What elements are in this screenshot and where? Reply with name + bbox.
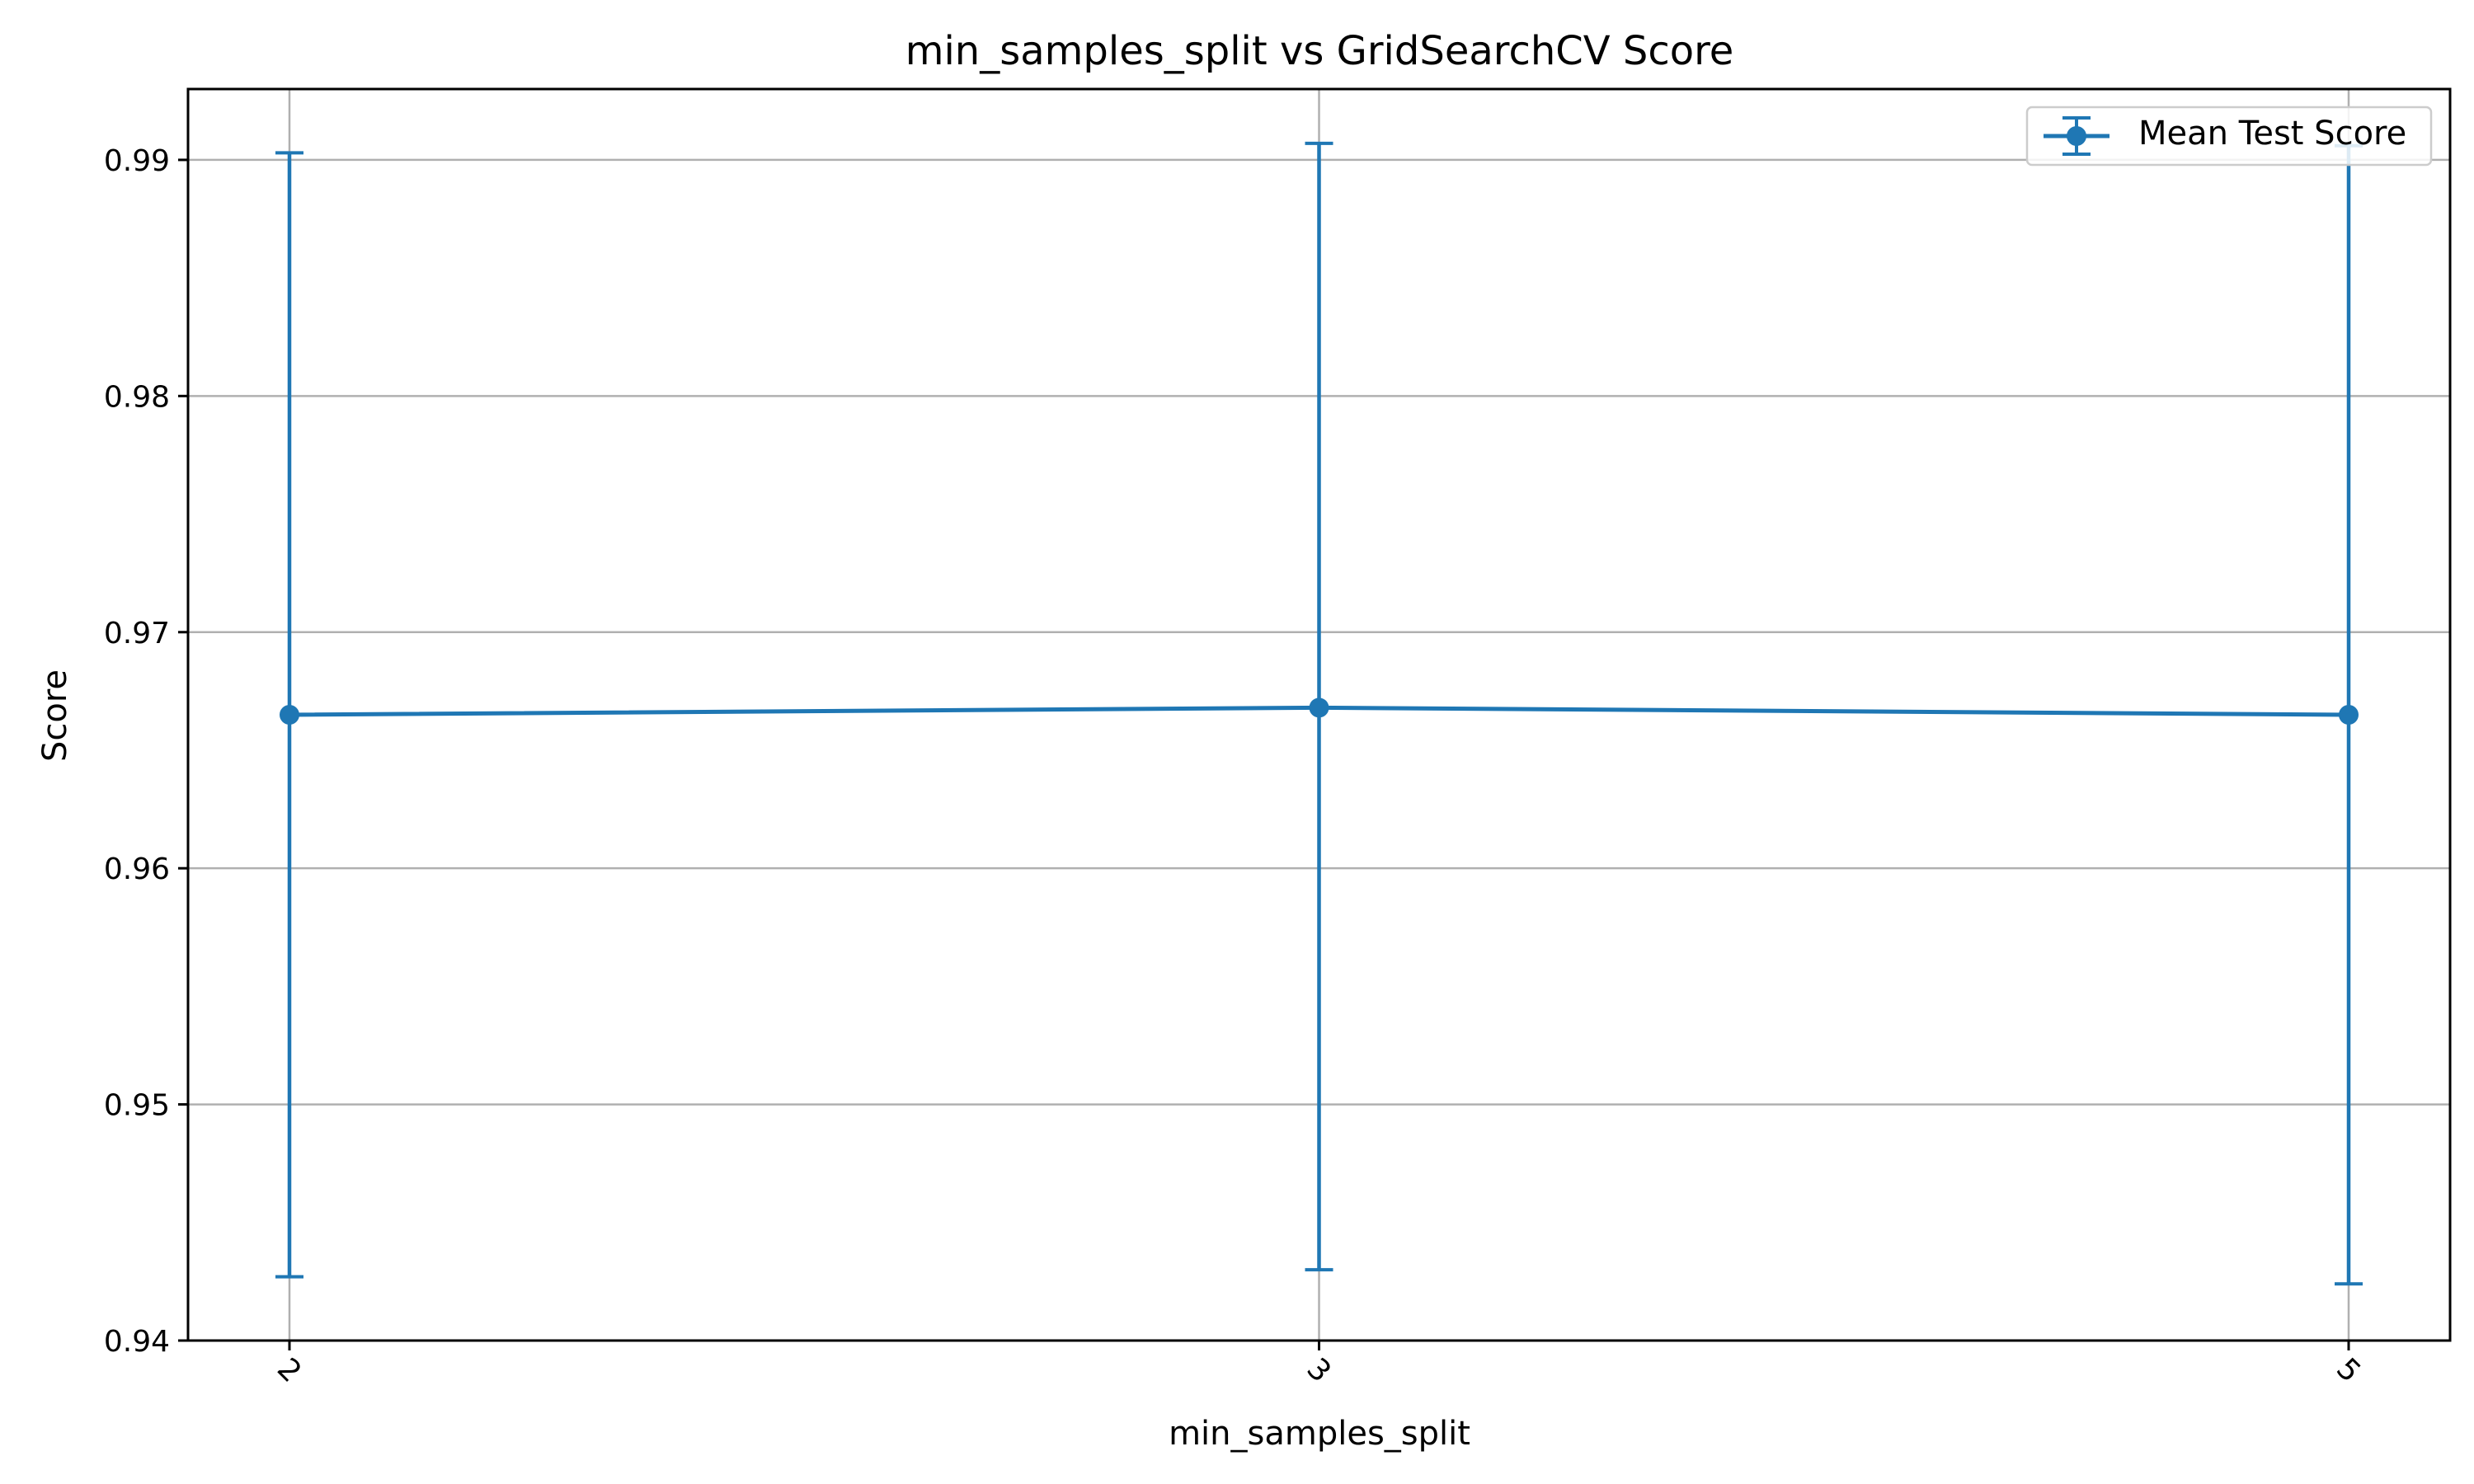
y-tick-label: 0.94: [104, 1325, 170, 1359]
y-tick-label: 0.96: [104, 852, 170, 886]
legend: Mean Test Score: [2025, 106, 2433, 167]
legend-point: [2067, 126, 2086, 146]
legend-box: [2025, 106, 2433, 167]
y-axis-label: Score: [36, 669, 74, 762]
data-point: [1309, 697, 1329, 718]
y-tick-label: 0.95: [104, 1089, 170, 1123]
y-tick-label: 0.99: [104, 144, 170, 178]
x-axis-label: min_samples_split: [1169, 1415, 1470, 1453]
data-points: [280, 697, 2359, 725]
data-point: [280, 705, 299, 725]
legend-marker: [2044, 116, 2109, 156]
y-tick-label: 0.97: [104, 617, 170, 650]
data-point: [2339, 705, 2359, 725]
y-tick-label: 0.98: [104, 380, 170, 414]
legend-label: Mean Test Score: [2138, 115, 2406, 153]
chart-title: min_samples_split vs GridSearchCV Score: [905, 28, 1734, 74]
